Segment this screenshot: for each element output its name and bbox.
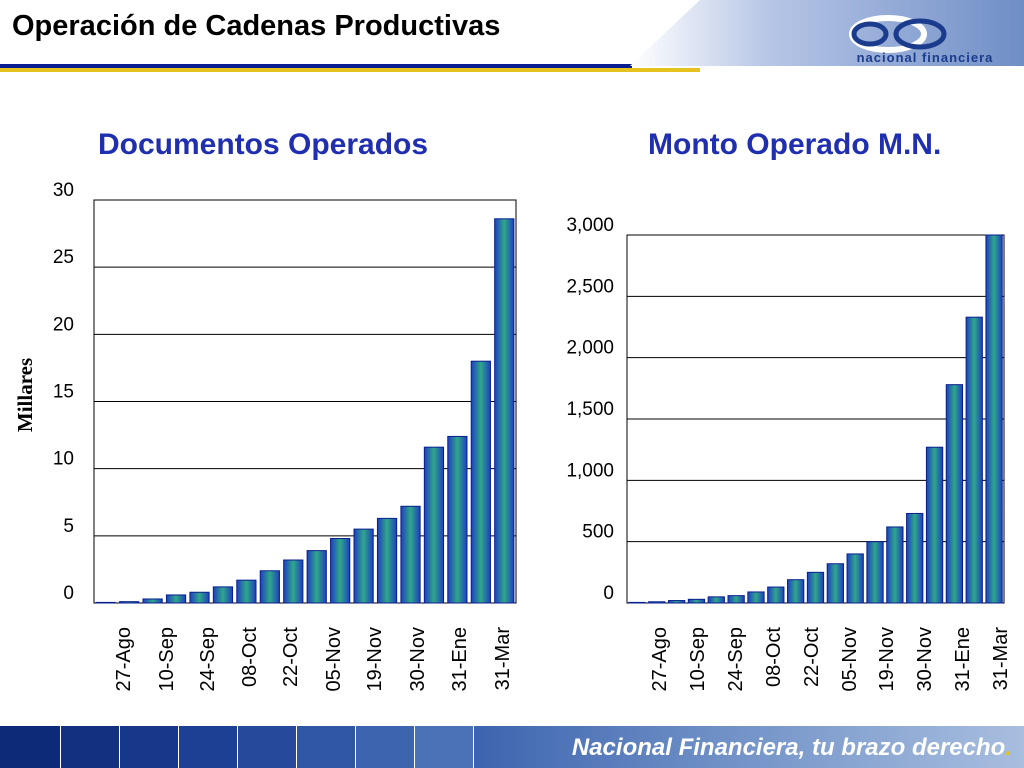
bar	[376, 517, 398, 604]
bar	[667, 600, 686, 604]
y-tick-label: 25	[53, 247, 74, 268]
bar	[189, 591, 210, 604]
logo-banner-shape	[630, 0, 1024, 66]
x-tick-label: 05-Nov	[323, 627, 345, 691]
bar	[447, 435, 468, 604]
y-tick-label: 30	[53, 180, 74, 201]
x-tick-label: 30-Nov	[407, 627, 429, 691]
y-tick-label: 20	[53, 314, 74, 335]
x-tick-label: 31-Ene	[449, 627, 471, 692]
y-tick-label: 15	[53, 382, 74, 403]
bar	[906, 512, 924, 604]
x-tick-label: 22-Oct	[801, 627, 823, 687]
x-tick-label: 31-Mar	[492, 627, 514, 691]
x-tick-label: 08-Oct	[239, 627, 261, 687]
bar	[787, 579, 805, 604]
chart-title-documentos: Documentos Operados	[98, 128, 429, 161]
bar	[142, 598, 163, 604]
bar	[353, 528, 374, 604]
footer-tagline-text: Nacional Financiera, tu brazo derecho	[571, 734, 1006, 761]
x-tick-label: 10-Sep	[156, 627, 178, 692]
bar	[707, 596, 725, 604]
footer-tile	[415, 726, 474, 768]
bar	[494, 218, 515, 604]
y-tick-label: 3,000	[566, 215, 614, 236]
footer-tagline: Nacional Financiera, tu brazo derecho.	[572, 734, 1012, 762]
bar	[826, 563, 844, 604]
nafin-logo-banner: nacional financiera	[630, 0, 1024, 66]
bar	[747, 591, 765, 604]
x-tick-label: 24-Sep	[197, 627, 219, 692]
x-tick-label: 22-Oct	[280, 627, 302, 687]
footer-tile	[179, 726, 238, 768]
y-tick-label: 500	[582, 522, 614, 543]
documentos-bar-chart: 30 25 20 15 10 5 0 27-Ago 10-Sep 24-Sep 08-Oct 22-O…	[13, 180, 517, 692]
footer-tile	[0, 726, 61, 768]
bar	[628, 601, 646, 604]
footer-tile	[356, 726, 415, 768]
y-tick-label: 0	[63, 583, 74, 604]
bar	[806, 571, 825, 604]
bar	[648, 601, 666, 604]
bar	[687, 598, 706, 604]
bar	[767, 586, 785, 604]
bar	[423, 446, 445, 604]
x-tick-label: 08-Oct	[763, 627, 785, 687]
logo-text: nacional financiera	[857, 50, 994, 65]
x-tick-label: 05-Nov	[839, 627, 861, 691]
nafin-logo-icon	[849, 15, 947, 53]
y-tick-label: 0	[603, 583, 614, 604]
bar	[283, 559, 304, 604]
title-accent-rule	[0, 68, 700, 72]
bar	[846, 553, 864, 604]
x-tick-label: 27-Ago	[649, 627, 671, 692]
bar	[866, 541, 884, 604]
bar	[95, 601, 116, 604]
y-tick-label: 1,000	[566, 460, 614, 481]
slide-title: Operación de Cadenas Productivas	[12, 10, 501, 42]
bar	[330, 538, 351, 604]
x-tick-label: 31-Mar	[990, 627, 1012, 691]
bar	[165, 594, 187, 604]
footer-tile	[61, 726, 120, 768]
bar	[886, 526, 904, 604]
footer-tile	[238, 726, 297, 768]
monto-bar-chart: 3,000 2,500 2,000 1,500 1,000 500 0 27-Ago 10-Se…	[566, 215, 1012, 692]
footer-period: .	[1005, 734, 1012, 761]
bar	[985, 234, 1003, 604]
x-tick-label: 10-Sep	[687, 627, 709, 692]
bar	[259, 570, 280, 604]
x-tick-label: 30-Nov	[914, 627, 936, 691]
y-tick-label: 10	[53, 449, 74, 470]
chart-title-monto: Monto Operado M.N.	[648, 128, 942, 161]
bar	[236, 579, 257, 604]
bar	[965, 316, 983, 604]
footer-tile	[120, 726, 179, 768]
y-tick-label: 5	[63, 516, 74, 537]
bar	[470, 360, 491, 604]
y-tick-label: 2,500	[566, 276, 614, 297]
footer-tile	[297, 726, 356, 768]
bar	[400, 505, 421, 604]
x-tick-label: 19-Nov	[364, 627, 386, 691]
bar	[306, 550, 327, 604]
x-tick-label: 27-Ago	[113, 627, 135, 692]
title-rule	[0, 64, 632, 68]
x-tick-label: 19-Nov	[876, 627, 898, 691]
bar	[945, 384, 964, 604]
bar	[925, 446, 944, 604]
x-tick-label: 31-Ene	[952, 627, 974, 692]
y-axis-label: Millares	[13, 358, 37, 432]
x-tick-label: 24-Sep	[725, 627, 747, 692]
bar	[727, 595, 745, 604]
y-tick-label: 1,500	[566, 399, 614, 420]
bar	[212, 586, 234, 604]
bar	[119, 601, 140, 604]
y-tick-label: 2,000	[566, 338, 614, 359]
